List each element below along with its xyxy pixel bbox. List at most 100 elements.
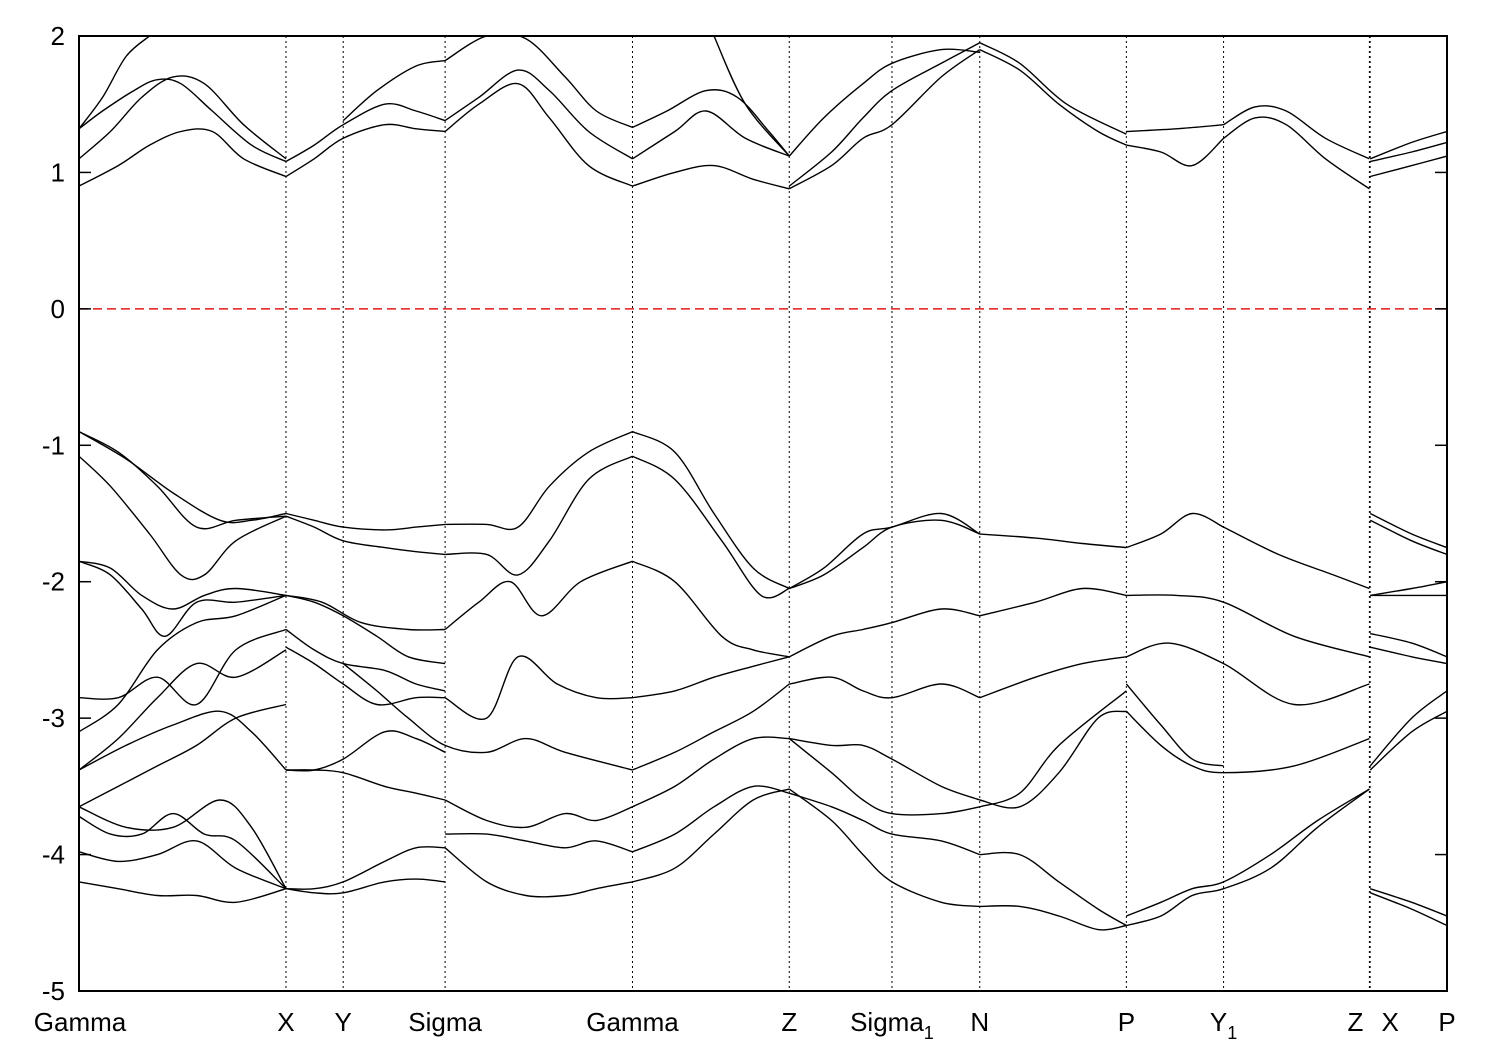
band-line-76	[79, 799, 287, 890]
band-line-45	[444, 560, 633, 631]
band-line-82	[979, 851, 1127, 927]
band-line-66	[342, 663, 633, 771]
band-line-68	[789, 737, 981, 801]
band-line-79	[632, 736, 790, 808]
bands-layer	[79, 36, 1447, 931]
band-line-41	[79, 560, 287, 637]
band-line-62	[1126, 642, 1370, 706]
band-line-81	[788, 738, 980, 816]
y-tick-label: -3	[42, 703, 65, 733]
x-tick-label-x: X	[1382, 1007, 1399, 1037]
band-line-7	[342, 59, 446, 122]
band-line-21	[1126, 124, 1224, 133]
band-line-56	[285, 628, 446, 692]
band-line-37	[788, 512, 981, 590]
band-line-96	[1369, 888, 1447, 917]
band-line-31	[285, 515, 446, 556]
y-tick-label: -5	[42, 976, 65, 1006]
band-line-35	[632, 455, 790, 599]
band-line-93	[979, 904, 1127, 931]
band-line-87	[285, 878, 446, 895]
band-line-49	[1126, 594, 1370, 658]
x-tick-label-gamma: Gamma	[586, 1007, 679, 1037]
band-line-58	[444, 655, 633, 721]
band-line-98	[1370, 632, 1447, 658]
band-line-99	[1370, 646, 1447, 665]
band-line-38	[979, 533, 1127, 549]
band-line-16	[788, 42, 981, 187]
band-line-2	[79, 75, 287, 160]
band-line-32	[445, 430, 633, 531]
band-line-34	[632, 430, 790, 590]
band-line-22	[1223, 116, 1370, 190]
band-line-28	[79, 430, 287, 530]
band-line-92	[788, 788, 980, 908]
band-line-48	[979, 587, 1127, 617]
band-line-15	[788, 49, 981, 190]
y-axis: -5 -4 -3 -2 -1 0 1 2	[42, 21, 1447, 1006]
y-tick-label: -4	[42, 840, 65, 870]
band-line-8	[444, 69, 633, 160]
x-tick-label-x: X	[277, 1007, 294, 1037]
band-line-29	[79, 455, 287, 581]
band-line-24	[1370, 155, 1447, 178]
band-line-43	[285, 594, 446, 665]
band-line-88	[444, 847, 633, 898]
y-tick-label: 0	[51, 294, 65, 324]
symmetry-lines-layer	[285, 36, 1371, 991]
band-line-39	[1126, 512, 1224, 549]
band-line-30	[285, 512, 446, 531]
band-line-77	[285, 769, 446, 801]
band-line-89	[445, 832, 633, 853]
band-line-44	[285, 594, 446, 631]
x-tick-label-sigma: Sigma	[408, 1007, 482, 1037]
y-tick-label: -1	[42, 430, 65, 460]
band-line-40	[1223, 526, 1370, 590]
band-line-80	[789, 792, 981, 856]
band-line-19	[979, 42, 1127, 135]
band-line-86	[285, 846, 446, 890]
band-line-36	[789, 519, 981, 590]
band-line-61	[979, 656, 1127, 699]
band-line-67	[632, 683, 790, 771]
band-line-71	[1125, 683, 1224, 767]
band-line-73	[1369, 690, 1447, 767]
band-line-91	[632, 785, 790, 853]
band-line-69	[979, 710, 1127, 809]
x-tick-label-p: P	[1118, 1007, 1135, 1037]
band-line-4	[79, 36, 151, 130]
band-line-84	[79, 840, 287, 890]
band-line-14	[713, 36, 790, 157]
band-line-65	[285, 730, 446, 772]
band-line-3	[79, 78, 287, 163]
band-line-60	[789, 676, 981, 699]
band-line-59	[632, 656, 790, 699]
band-line-9	[444, 82, 633, 187]
band-line-94	[1126, 788, 1370, 927]
band-line-27	[79, 430, 287, 524]
band-line-54	[79, 628, 287, 706]
band-line-57	[285, 646, 446, 706]
band-line-74	[79, 703, 287, 808]
band-line-13	[632, 89, 790, 157]
band-line-70	[1125, 710, 1370, 774]
band-line-47	[788, 608, 980, 658]
band-line-33	[445, 455, 633, 576]
band-line-75	[79, 812, 287, 890]
plot-frame	[78, 35, 1448, 992]
band-line-53	[1370, 581, 1447, 597]
band-line-72	[1369, 710, 1447, 771]
x-tick-label-y: Y1	[1210, 1007, 1237, 1043]
band-line-63	[79, 710, 287, 771]
band-line-10	[444, 36, 633, 129]
band-line-25	[1370, 141, 1447, 163]
y-tick-label: 2	[51, 21, 65, 51]
band-line-64	[79, 649, 287, 771]
x-tick-label-z: Z	[781, 1007, 797, 1037]
band-line-17	[788, 48, 980, 157]
band-line-18	[979, 48, 1127, 146]
band-line-85	[79, 881, 287, 904]
band-line-46	[632, 560, 790, 658]
x-tick-label-n: N	[970, 1007, 989, 1037]
